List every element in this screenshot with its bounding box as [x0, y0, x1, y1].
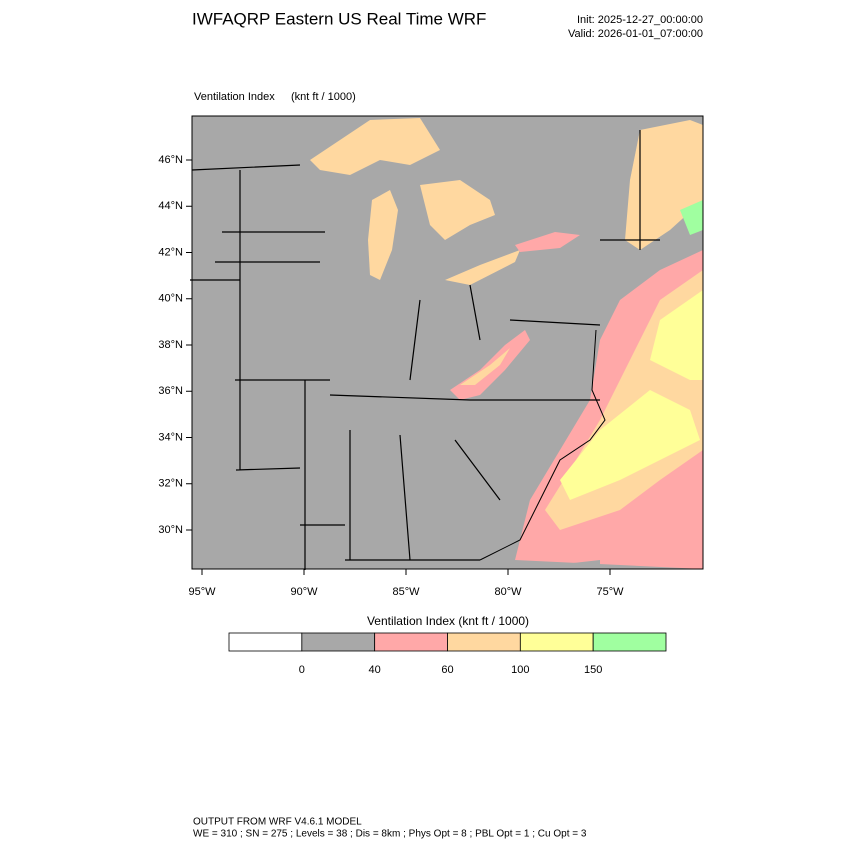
field-units: (knt ft / 1000): [291, 91, 356, 103]
colorbar-tick-label: 40: [369, 664, 381, 676]
lat-label: 34°N: [158, 431, 183, 443]
title: IWFAQRP Eastern US Real Time WRF: [192, 9, 486, 28]
colorbar-title: Ventilation Index (knt ft / 1000): [367, 614, 529, 628]
lat-labels: 46°N 44°N 42°N 40°N 38°N 36°N 34°N 32°N 30°N: [158, 154, 192, 536]
colorbar-box: [592, 632, 667, 652]
lake: [420, 180, 495, 240]
lon-label: 90°W: [290, 586, 318, 598]
footer-line: OUTPUT FROM WRF V4.6.1 MODEL: [193, 817, 362, 828]
colorbar-tick-label: 60: [441, 664, 453, 676]
init-time: Init: 2025-12-27_00:00:00: [577, 14, 703, 26]
lake: [445, 250, 520, 285]
colorbar: 0 40 60 100 150: [228, 632, 667, 676]
lat-label: 36°N: [158, 385, 183, 397]
map-frame: [191, 115, 704, 570]
lake: [515, 232, 580, 252]
lake: [310, 118, 440, 175]
lat-label: 44°N: [158, 200, 183, 212]
colorbar-box: [519, 632, 594, 652]
colorbar-tick-label: 100: [511, 664, 529, 676]
footer-line: WE = 310 ; SN = 275 ; Levels = 38 ; Dis …: [193, 829, 587, 840]
ocean-field: [560, 390, 700, 500]
colorbar-tick-label: 0: [299, 664, 305, 676]
ocean-field: [650, 290, 703, 380]
lon-label: 85°W: [392, 586, 420, 598]
lon-label: 75°W: [596, 586, 624, 598]
lon-label: 80°W: [494, 586, 522, 598]
map: 46°N 44°N 42°N 40°N 38°N 36°N 34°N 32°N 30°N 95°…: [158, 115, 704, 598]
boundaries: [190, 130, 660, 570]
field-label: Ventilation Index: [194, 91, 275, 103]
colorbar-tick-label: 150: [584, 664, 602, 676]
land-field: [680, 200, 703, 235]
lat-label: 46°N: [158, 154, 183, 166]
ocean-field: [520, 560, 600, 569]
colorbar-box: [447, 632, 521, 652]
valid-time: Valid: 2026-01-01_07:00:00: [568, 28, 703, 40]
lat-label: 38°N: [158, 339, 183, 351]
lat-label: 30°N: [158, 524, 183, 536]
lon-labels: 95°W 90°W 85°W 80°W 75°W: [188, 569, 624, 598]
lon-label: 95°W: [188, 586, 216, 598]
lake: [368, 190, 398, 280]
lat-label: 32°N: [158, 478, 183, 490]
colorbar-box: [374, 632, 448, 652]
lat-label: 40°N: [158, 293, 183, 305]
colorbar-box: [228, 632, 303, 652]
colorbar-box: [301, 632, 376, 652]
lat-label: 42°N: [158, 246, 183, 258]
